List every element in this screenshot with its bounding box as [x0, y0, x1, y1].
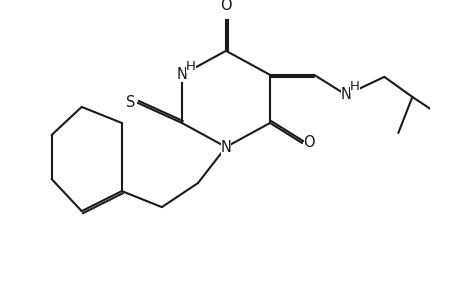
Text: N: N: [176, 68, 187, 82]
Text: H: H: [185, 59, 195, 73]
Text: O: O: [220, 0, 231, 14]
Text: O: O: [303, 136, 314, 151]
Text: S: S: [126, 95, 135, 110]
Text: H: H: [349, 80, 359, 93]
Text: N: N: [340, 87, 351, 102]
Text: N: N: [220, 140, 231, 154]
